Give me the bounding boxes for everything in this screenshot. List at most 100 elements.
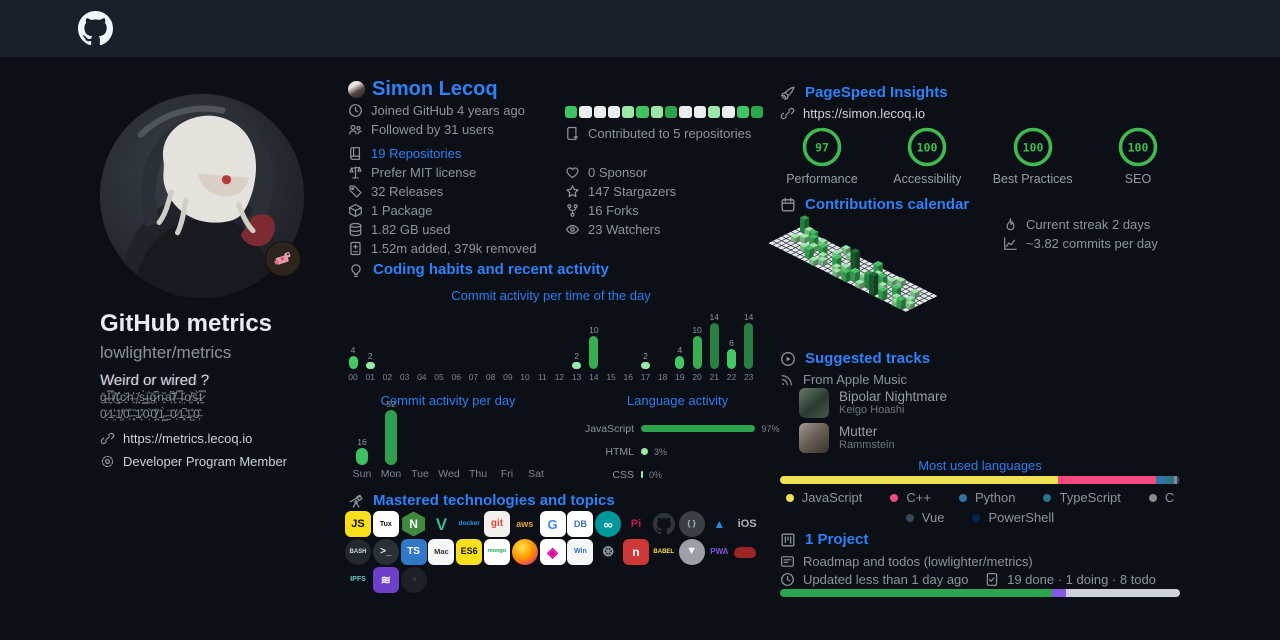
bash-icon: BASH (345, 538, 371, 565)
firefox-icon (511, 538, 538, 565)
contributed-row: Contributed to 5 repositories (565, 124, 751, 143)
hour-tick: 18 (657, 372, 668, 382)
bar (692, 336, 702, 369)
segment-typescript (1166, 476, 1174, 484)
legend-powershell: PowerShell (972, 509, 1054, 526)
hour-tick: 13 (571, 372, 582, 382)
contribution-square (679, 106, 692, 119)
rss-icon (780, 372, 795, 387)
purple-app-icon: ≋ (372, 566, 399, 593)
google-icon: G (539, 511, 566, 537)
tasks-icon (984, 572, 999, 587)
album-art (799, 423, 829, 453)
hour-tick: 04 (417, 372, 427, 382)
gear-icon (100, 454, 115, 469)
clock-icon (348, 103, 363, 118)
ios-icon: iOS (737, 517, 757, 530)
joined-row: Joined GitHub 4 years ago (348, 101, 525, 120)
gauge-accessibility: 100 Accessibility (877, 124, 977, 186)
fork-icon (565, 203, 580, 218)
contribution-square (650, 106, 664, 119)
avatar-art (100, 94, 304, 298)
legend-typescript: TypeScript (1043, 489, 1121, 506)
project-updated-row: Updated less than 1 day ago (780, 570, 969, 589)
profile-website[interactable]: https://metrics.lecoq.io (100, 429, 252, 448)
typescript-icon: TS (400, 538, 427, 565)
contributed-row-wrap: Contributed to 5 repositories (565, 124, 751, 143)
legend-dot (972, 513, 981, 522)
hour-bar-05: 05 (432, 369, 446, 382)
hour-tick: 15 (606, 372, 616, 382)
forks-row: 16 Forks (565, 201, 676, 220)
track-item[interactable]: Mutter Rammstein (799, 423, 947, 453)
ipfs-icon: IPFS (350, 576, 366, 584)
javascript-icon: JS (345, 511, 371, 537)
legend-cpp: C++ (890, 489, 931, 506)
pixel-fish-icon (274, 252, 291, 265)
user-name-link[interactable]: Simon Lecoq (372, 78, 498, 100)
suggested-tracks-header[interactable]: Suggested tracks (780, 350, 930, 367)
hour-bar-22: 6 22 (726, 338, 737, 382)
tag-icon (348, 184, 363, 199)
followed-row: Followed by 31 users (348, 120, 525, 139)
mongodb-icon: mongo (483, 538, 510, 565)
json-icon: { } (678, 511, 705, 537)
bar (640, 362, 650, 369)
contribution-square (622, 106, 635, 119)
project-header[interactable]: 1 Project (780, 531, 868, 548)
packages-row: 1 Package (348, 201, 537, 220)
hour-bar-09: 09 (501, 369, 515, 382)
pagespeed-url[interactable]: https://simon.lecoq.io (780, 104, 925, 123)
hour-tick: 20 (692, 372, 702, 382)
per-day-chart-title: Commit activity per day (380, 393, 516, 408)
eye-icon (565, 222, 580, 237)
profile-avatar[interactable] (100, 94, 304, 298)
time-of-day-chart-title: Commit activity per time of the day (451, 288, 651, 303)
github-logo-icon[interactable] (78, 11, 113, 46)
segment-python (1156, 476, 1167, 484)
segment-cpp (1058, 476, 1156, 484)
repositories-row[interactable]: 19 Repositories (348, 144, 537, 163)
heart-icon (565, 165, 580, 180)
bar (589, 336, 599, 369)
streak-rows: Current streak 2 days ~3.82 commits per d… (1003, 215, 1158, 253)
segment-c (1173, 476, 1177, 484)
pagespeed-header[interactable]: PageSpeed Insights (780, 84, 948, 101)
lang-activity-css: CSS 0% (612, 468, 663, 481)
legend-python: Python (958, 489, 1015, 506)
day-bar-Sun: 16 Sun (352, 437, 372, 480)
languages-legend: JavaScript C++ Python TypeScript C Vue PowerSh… (780, 489, 1180, 526)
contributions-calendar-header[interactable]: Contributions calendar (780, 196, 969, 213)
lightbulb-icon (348, 262, 364, 278)
bar (744, 322, 754, 369)
flame-icon (1003, 217, 1018, 232)
track-title: Mutter (839, 424, 878, 439)
hour-tick: 21 (709, 372, 719, 382)
hour-bar-16: 16 (621, 369, 635, 382)
hour-bar-00: 4 00 (348, 344, 358, 382)
contributed-repos-squares (565, 106, 764, 119)
day-bar-Wed: Wed (437, 465, 461, 480)
hour-bar-10: 10 (518, 369, 532, 382)
language-activity-chart: JavaScript 97% HTML 3% CSS 0% (572, 417, 780, 486)
star-icon (565, 184, 580, 199)
day-tick: Mon (380, 468, 402, 480)
track-artist: Rammstein (839, 439, 895, 451)
hour-bar-03: 03 (398, 369, 412, 382)
repo-icon (348, 146, 363, 161)
segment-doing (1051, 589, 1066, 597)
bar (675, 355, 685, 369)
rocket-icon (780, 85, 796, 101)
contribution-square (607, 106, 621, 119)
bar (641, 448, 648, 455)
bar (348, 355, 358, 369)
lang-activity-html: HTML 3% (605, 445, 668, 458)
track-item[interactable]: Bipolar Nightmare Keigo Hoashi (799, 388, 947, 418)
page-title: GitHub metrics (100, 310, 273, 337)
hour-bar-13: 2 13 (571, 351, 582, 382)
hour-tick: 23 (743, 372, 754, 382)
hour-bar-19: 4 19 (675, 344, 685, 382)
bar (356, 448, 368, 465)
bar (385, 409, 397, 465)
